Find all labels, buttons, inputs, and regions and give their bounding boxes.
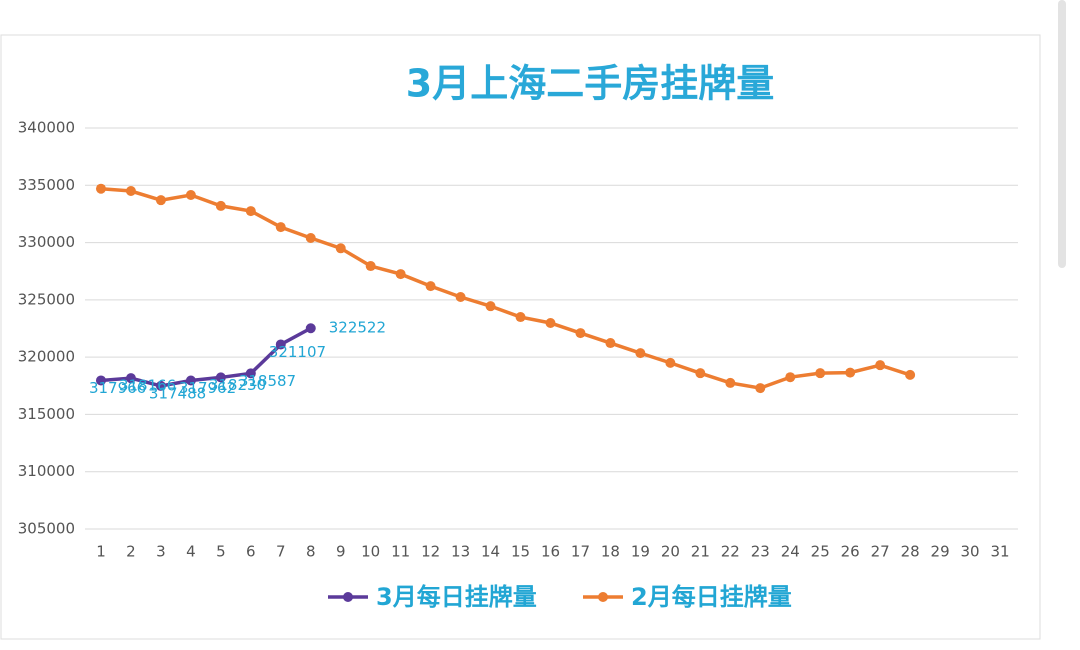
point (455, 291, 466, 302)
x-tick-label: 21 (691, 543, 710, 561)
point (365, 261, 376, 272)
x-tick-label: 6 (246, 543, 256, 561)
data-label: 321107 (269, 343, 326, 361)
point (245, 206, 256, 217)
legend-label: 3月每日挂牌量 (376, 583, 537, 611)
point (425, 281, 436, 292)
point (125, 373, 136, 384)
x-tick-label: 4 (186, 543, 196, 561)
chart-title: 3月上海二手房挂牌量 (406, 62, 774, 106)
x-tick-label: 29 (931, 543, 950, 561)
y-tick-label: 310000 (18, 462, 75, 480)
x-tick-label: 1 (96, 543, 106, 561)
point (215, 372, 226, 383)
point (305, 232, 316, 243)
legend-marker (343, 592, 353, 602)
data-label: 322522 (329, 319, 386, 337)
x-tick-label: 8 (306, 543, 316, 561)
x-tick-label: 31 (990, 543, 1009, 561)
x-tick-label: 11 (391, 543, 410, 561)
legend-marker (598, 592, 608, 602)
point (95, 183, 106, 194)
point (335, 243, 346, 254)
point (155, 195, 166, 206)
x-tick-label: 9 (336, 543, 346, 561)
point (155, 380, 166, 391)
point (665, 357, 676, 368)
point (275, 339, 286, 350)
x-tick-label: 22 (721, 543, 740, 561)
x-tick-label: 23 (751, 543, 770, 561)
point (485, 301, 496, 312)
x-tick-label: 16 (541, 543, 560, 561)
scrollbar (1058, 0, 1066, 268)
x-tick-label: 24 (781, 543, 800, 561)
point (245, 368, 256, 379)
point (215, 200, 226, 211)
x-tick-label: 3 (156, 543, 166, 561)
x-tick-label: 14 (481, 543, 500, 561)
x-tick-label: 12 (421, 543, 440, 561)
point (755, 383, 766, 394)
y-tick-label: 315000 (18, 405, 75, 423)
point (815, 368, 826, 379)
data-label: 318587 (239, 372, 296, 390)
x-tick-label: 18 (601, 543, 620, 561)
point (635, 348, 646, 359)
point (95, 375, 106, 386)
point (395, 269, 406, 280)
point (185, 190, 196, 201)
series-line (100, 326, 312, 388)
x-tick-label: 17 (571, 543, 590, 561)
x-tick-label: 15 (511, 543, 530, 561)
x-tick-label: 28 (901, 543, 920, 561)
x-tick-label: 10 (361, 543, 380, 561)
y-tick-label: 325000 (18, 290, 75, 308)
x-tick-label: 19 (631, 543, 650, 561)
point (305, 323, 316, 334)
point (545, 318, 556, 329)
y-tick-label: 320000 (18, 348, 75, 366)
chart-frame (0, 34, 1041, 640)
data-label: 317966 (89, 379, 146, 397)
point (785, 372, 796, 383)
y-tick-label: 335000 (18, 176, 75, 194)
series-line (100, 186, 911, 390)
y-tick-label: 330000 (18, 233, 75, 251)
x-tick-label: 26 (841, 543, 860, 561)
x-tick-label: 13 (451, 543, 470, 561)
y-tick-label: 340000 (18, 119, 75, 137)
point (605, 338, 616, 349)
x-tick-label: 27 (871, 543, 890, 561)
legend-label: 2月每日挂牌量 (631, 583, 792, 611)
x-tick-label: 5 (216, 543, 226, 561)
x-tick-label: 2 (126, 543, 136, 561)
point (275, 222, 286, 233)
point (575, 328, 586, 339)
x-tick-label: 20 (661, 543, 680, 561)
x-tick-label: 25 (811, 543, 830, 561)
point (125, 186, 136, 197)
x-tick-label: 7 (276, 543, 286, 561)
data-label: 317962 (179, 379, 236, 397)
data-label: 318230 (209, 376, 266, 394)
point (905, 369, 916, 380)
point (875, 360, 886, 371)
point (725, 377, 736, 388)
point (185, 375, 196, 386)
point (845, 367, 856, 378)
point (515, 312, 526, 323)
data-label: 318166 (119, 377, 176, 395)
x-tick-label: 30 (961, 543, 980, 561)
y-tick-label: 305000 (18, 520, 75, 538)
point (695, 368, 706, 379)
data-label: 317488 (149, 384, 206, 402)
